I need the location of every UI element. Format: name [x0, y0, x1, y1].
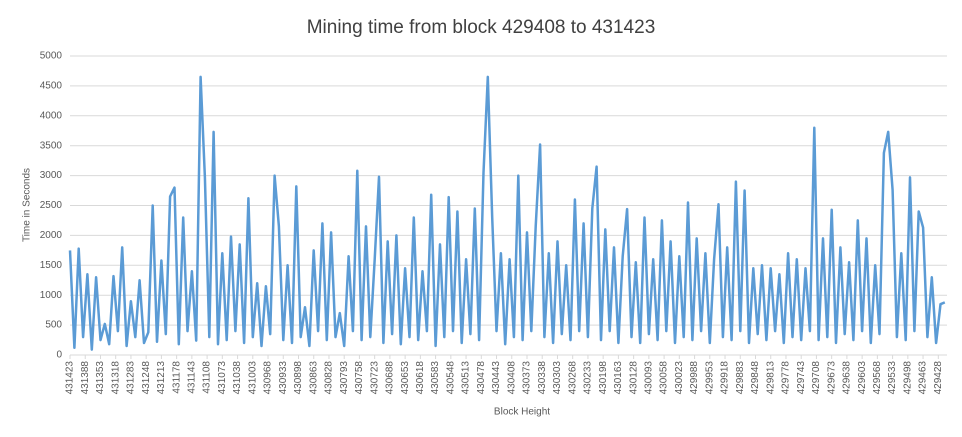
x-tick-label: 430198 [598, 361, 609, 395]
x-tick-label: 429953 [704, 361, 715, 395]
x-tick-label: 430548 [445, 361, 456, 395]
y-tick-label: 4000 [40, 110, 63, 121]
chart-title: Mining time from block 429408 to 431423 [307, 17, 656, 38]
x-tick-label: 431073 [217, 361, 228, 395]
x-tick-label: 429638 [842, 361, 853, 395]
x-tick-label: 430163 [613, 361, 624, 395]
x-tick-label: 429988 [689, 361, 700, 395]
x-tick-label: 429918 [720, 361, 731, 395]
x-tick-label: 429813 [765, 361, 776, 395]
x-tick-label: 431003 [247, 361, 258, 395]
x-tick-label: 431423 [65, 361, 76, 395]
x-tick-label: 429568 [872, 361, 883, 395]
y-tick-label: 2000 [40, 230, 63, 241]
y-tick-label: 3000 [40, 170, 63, 181]
x-tick-label: 430303 [552, 361, 563, 395]
x-tick-label: 429883 [735, 361, 746, 395]
y-tick-label: 2500 [40, 200, 63, 211]
x-tick-label: 430828 [324, 361, 335, 395]
x-tick-label: 430898 [293, 361, 304, 395]
x-tick-label: 430653 [400, 361, 411, 395]
y-tick-label: 5000 [40, 51, 63, 62]
x-tick-label: 430618 [415, 361, 426, 395]
x-tick-label: 430023 [674, 361, 685, 395]
y-tick-label: 500 [45, 320, 62, 331]
x-tick-label: 431038 [232, 361, 243, 395]
y-tick-label: 1500 [40, 260, 63, 271]
data-line [68, 75, 946, 351]
x-tick-label: 430128 [628, 361, 639, 395]
x-tick-label: 429848 [750, 361, 761, 395]
x-tick-label: 429778 [781, 361, 792, 395]
x-tick-label: 431388 [80, 361, 91, 395]
y-axis-label: Time in Seconds [22, 168, 33, 242]
x-tick-label: 430443 [491, 361, 502, 395]
x-tick-label: 431248 [141, 361, 152, 395]
x-tick-label: 431318 [110, 361, 121, 395]
x-tick-label: 429498 [902, 361, 913, 395]
x-tick-label: 430758 [354, 361, 365, 395]
y-tick-label: 3500 [40, 140, 63, 151]
x-tick-label: 429673 [826, 361, 837, 395]
x-tick-label: 430583 [430, 361, 441, 395]
y-tick-label: 4500 [40, 81, 63, 92]
x-axis-label: Block Height [494, 407, 550, 418]
x-tick-label: 430968 [263, 361, 274, 395]
x-tick-label: 431213 [156, 361, 167, 395]
x-tick-label: 431143 [187, 361, 198, 394]
x-tick-label: 429533 [887, 361, 898, 395]
x-tick-label: 429708 [811, 361, 822, 395]
x-tick-label: 430408 [506, 361, 517, 395]
x-tick-label: 430093 [644, 361, 655, 395]
x-tick-label: 431283 [126, 361, 137, 395]
x-tick-label: 430793 [339, 361, 350, 395]
x-tick-label: 430933 [278, 361, 289, 395]
x-tick-label: 431178 [171, 361, 182, 394]
x-tick-label: 430723 [369, 361, 380, 395]
x-tick-label: 430863 [308, 361, 319, 395]
x-tick-label: 429428 [933, 361, 944, 395]
x-tick-label: 429743 [796, 361, 807, 395]
x-tick-label: 429603 [857, 361, 868, 395]
x-tick-label: 431353 [95, 361, 106, 395]
x-tick-label: 430338 [537, 361, 548, 395]
x-tick-label: 430268 [567, 361, 578, 395]
x-tick-label: 431108 [202, 361, 213, 394]
y-tick-label: 0 [56, 350, 62, 361]
x-tick-label: 430233 [583, 361, 594, 395]
x-tick-label: 430513 [461, 361, 472, 395]
x-tick-label: 430478 [476, 361, 487, 395]
x-tick-label: 430058 [659, 361, 670, 395]
y-tick-label: 1000 [40, 290, 63, 301]
x-tick-label: 430688 [385, 361, 396, 395]
x-tick-label: 429463 [918, 361, 929, 395]
x-tick-label: 430373 [522, 361, 533, 395]
